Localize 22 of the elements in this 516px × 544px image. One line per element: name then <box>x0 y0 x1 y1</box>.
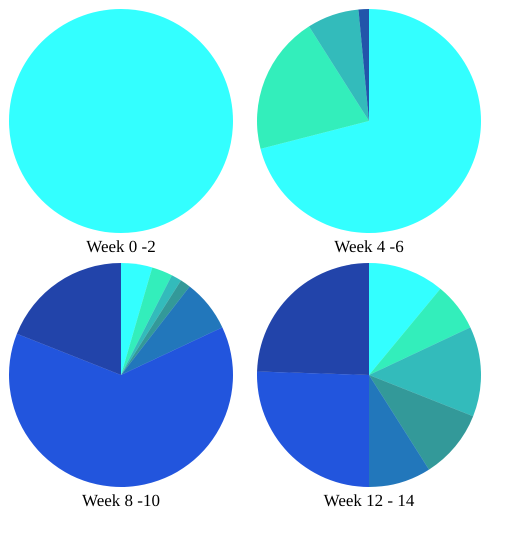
pie-slice <box>369 327 481 416</box>
pie-slice <box>358 9 369 121</box>
pie-slice <box>121 263 152 375</box>
pie-slice <box>9 327 233 487</box>
pie-slice <box>257 371 369 487</box>
pie-slice <box>260 9 481 233</box>
pie-slice <box>369 263 440 375</box>
text: Week 0 -2 <box>86 237 156 256</box>
text: Week 8 -10 <box>82 491 160 510</box>
text: Week 12 - 14 <box>324 491 415 510</box>
pie-slice <box>308 9 369 121</box>
pie-slice <box>257 26 369 149</box>
pie-slice <box>121 275 182 375</box>
pie-slice <box>121 267 172 375</box>
pie-slice <box>257 263 369 375</box>
pie-slice <box>121 286 222 375</box>
pie-slice <box>369 375 430 487</box>
pie-slice <box>369 375 474 470</box>
pie-slice <box>121 280 190 375</box>
pie-slice <box>16 263 121 375</box>
pie-slice <box>369 288 470 375</box>
text: Week 4 -6 <box>334 237 404 256</box>
